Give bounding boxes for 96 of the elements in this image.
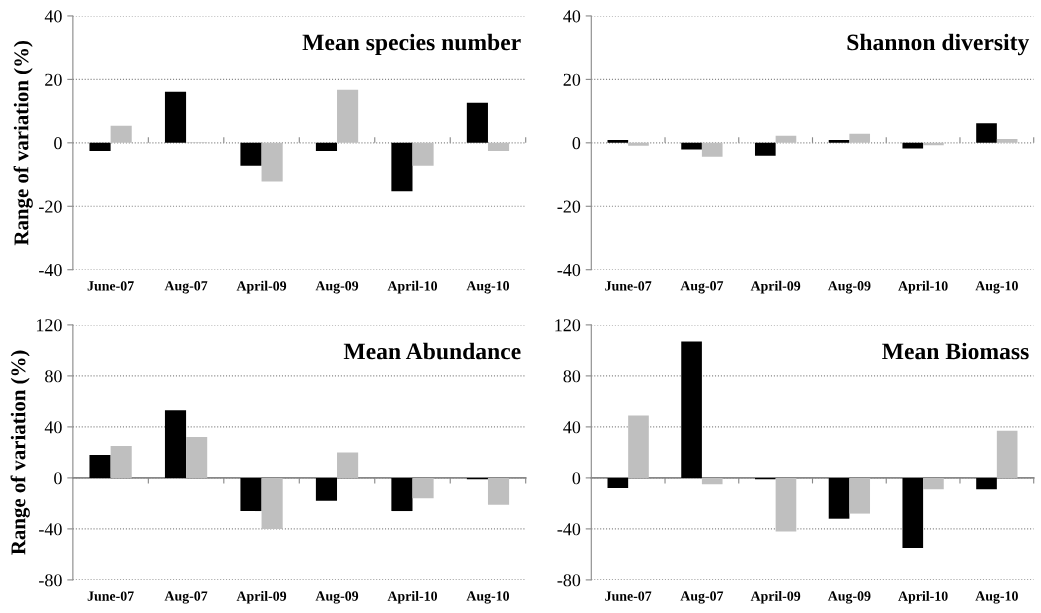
x-tick-label: April-10 [387, 591, 438, 604]
bar [775, 477, 797, 532]
bar [754, 142, 776, 156]
bar [775, 135, 797, 143]
y-tick-label: 120 [36, 319, 62, 332]
x-tick-label: Aug-07 [164, 591, 208, 604]
x-tick-label: Aug-10 [466, 281, 510, 294]
bar [701, 477, 723, 485]
bar [110, 125, 132, 143]
x-tick-label: Aug-10 [975, 591, 1018, 604]
y-tick-label: -40 [39, 523, 62, 536]
bar [607, 139, 629, 143]
x-tick-label: April-09 [750, 591, 801, 604]
bar [110, 446, 132, 478]
x-tick-label: April-09 [236, 591, 287, 604]
bar [261, 142, 283, 182]
y-tick-label: 20 [45, 73, 62, 86]
x-tick-label: Aug-07 [164, 281, 208, 294]
x-tick-label: June-07 [605, 281, 652, 291]
bar [976, 477, 997, 490]
bar [487, 477, 510, 505]
bar [902, 477, 924, 549]
x-tick-label: June-07 [605, 591, 652, 601]
y-tick-label: 0 [54, 137, 62, 150]
y-tick-label: -80 [39, 574, 62, 587]
bar [996, 430, 1018, 478]
y-tick-label: -40 [557, 263, 581, 277]
y-tick-label: 0 [572, 472, 581, 485]
bar [628, 415, 649, 478]
bar [849, 133, 871, 143]
x-tick-label: April-10 [898, 591, 948, 604]
x-tick-label: June-07 [87, 281, 134, 291]
bar [466, 102, 488, 143]
bar [315, 142, 338, 152]
y-tick-label: -80 [557, 574, 581, 587]
y-tick-label: 40 [44, 421, 62, 434]
text: Mean Biomass [882, 342, 1029, 360]
bar [391, 142, 413, 192]
y-tick-label: 40 [44, 10, 62, 23]
bar [89, 454, 111, 478]
bar [315, 477, 338, 501]
bar [164, 91, 187, 143]
y-tick-label: 80 [45, 370, 62, 383]
y-tick-label: 0 [54, 472, 62, 485]
bar [923, 477, 944, 490]
bar [164, 410, 187, 478]
bar [337, 89, 359, 143]
bar [607, 477, 629, 489]
x-tick-label: Aug-09 [315, 281, 359, 294]
text: Mean species number [302, 33, 521, 56]
bar [996, 139, 1018, 143]
y-axis-title: Range of variation (%) [13, 41, 33, 246]
bar [828, 139, 850, 143]
y-tick-label: -40 [557, 523, 581, 536]
bar [89, 142, 111, 152]
bar [628, 142, 649, 146]
y-tick-label: -20 [39, 200, 62, 213]
y-tick-label: -20 [557, 200, 581, 213]
bar [681, 142, 702, 150]
x-tick-label: April-10 [387, 280, 438, 294]
bar [701, 142, 723, 157]
bar [391, 477, 413, 512]
bar [261, 477, 283, 529]
x-tick-label: Aug-09 [827, 281, 871, 294]
y-tick-label: 80 [563, 370, 581, 383]
bar [487, 142, 510, 152]
x-tick-label: Aug-10 [466, 591, 510, 604]
y-tick-label: 20 [563, 73, 581, 86]
y-tick-label: 120 [555, 319, 581, 332]
text: Mean Abundance [343, 342, 521, 360]
x-tick-label: April-09 [236, 280, 287, 294]
bar [828, 477, 850, 519]
x-tick-label: April-09 [750, 280, 801, 294]
y-tick-label: -40 [39, 263, 62, 277]
bar [976, 123, 997, 143]
bar [902, 142, 924, 149]
bar [240, 477, 262, 512]
x-tick-label: April-10 [898, 280, 948, 294]
y-axis-title: Range of variation (%) [10, 350, 30, 555]
y-tick-label: 0 [572, 137, 581, 150]
bar [412, 142, 434, 166]
bar [412, 477, 434, 499]
x-tick-label: June-07 [87, 591, 134, 601]
bar [186, 437, 208, 478]
x-tick-label: Aug-07 [680, 591, 724, 604]
text: Shannon diversity [847, 33, 1030, 56]
x-tick-label: Aug-10 [975, 281, 1018, 294]
bar [337, 452, 359, 478]
bar [681, 341, 702, 478]
y-tick-label: 40 [563, 10, 581, 23]
bar [849, 477, 871, 514]
x-tick-label: Aug-09 [315, 591, 359, 604]
x-tick-label: Aug-07 [680, 281, 724, 294]
x-tick-label: Aug-09 [827, 591, 871, 604]
bar [240, 142, 262, 166]
y-tick-label: 40 [563, 421, 581, 434]
